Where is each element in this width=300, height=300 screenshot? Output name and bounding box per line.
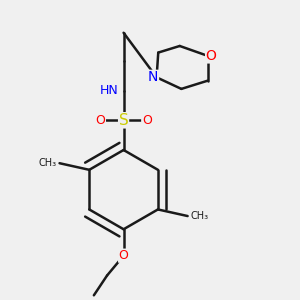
Text: CH₃: CH₃ — [38, 158, 56, 168]
Text: HN: HN — [99, 84, 118, 97]
Text: S: S — [119, 113, 128, 128]
Text: O: O — [142, 114, 152, 127]
Text: O: O — [118, 249, 128, 262]
Text: O: O — [95, 114, 105, 127]
Text: CH₃: CH₃ — [191, 211, 209, 221]
Text: N: N — [148, 70, 158, 84]
Text: O: O — [206, 49, 217, 63]
